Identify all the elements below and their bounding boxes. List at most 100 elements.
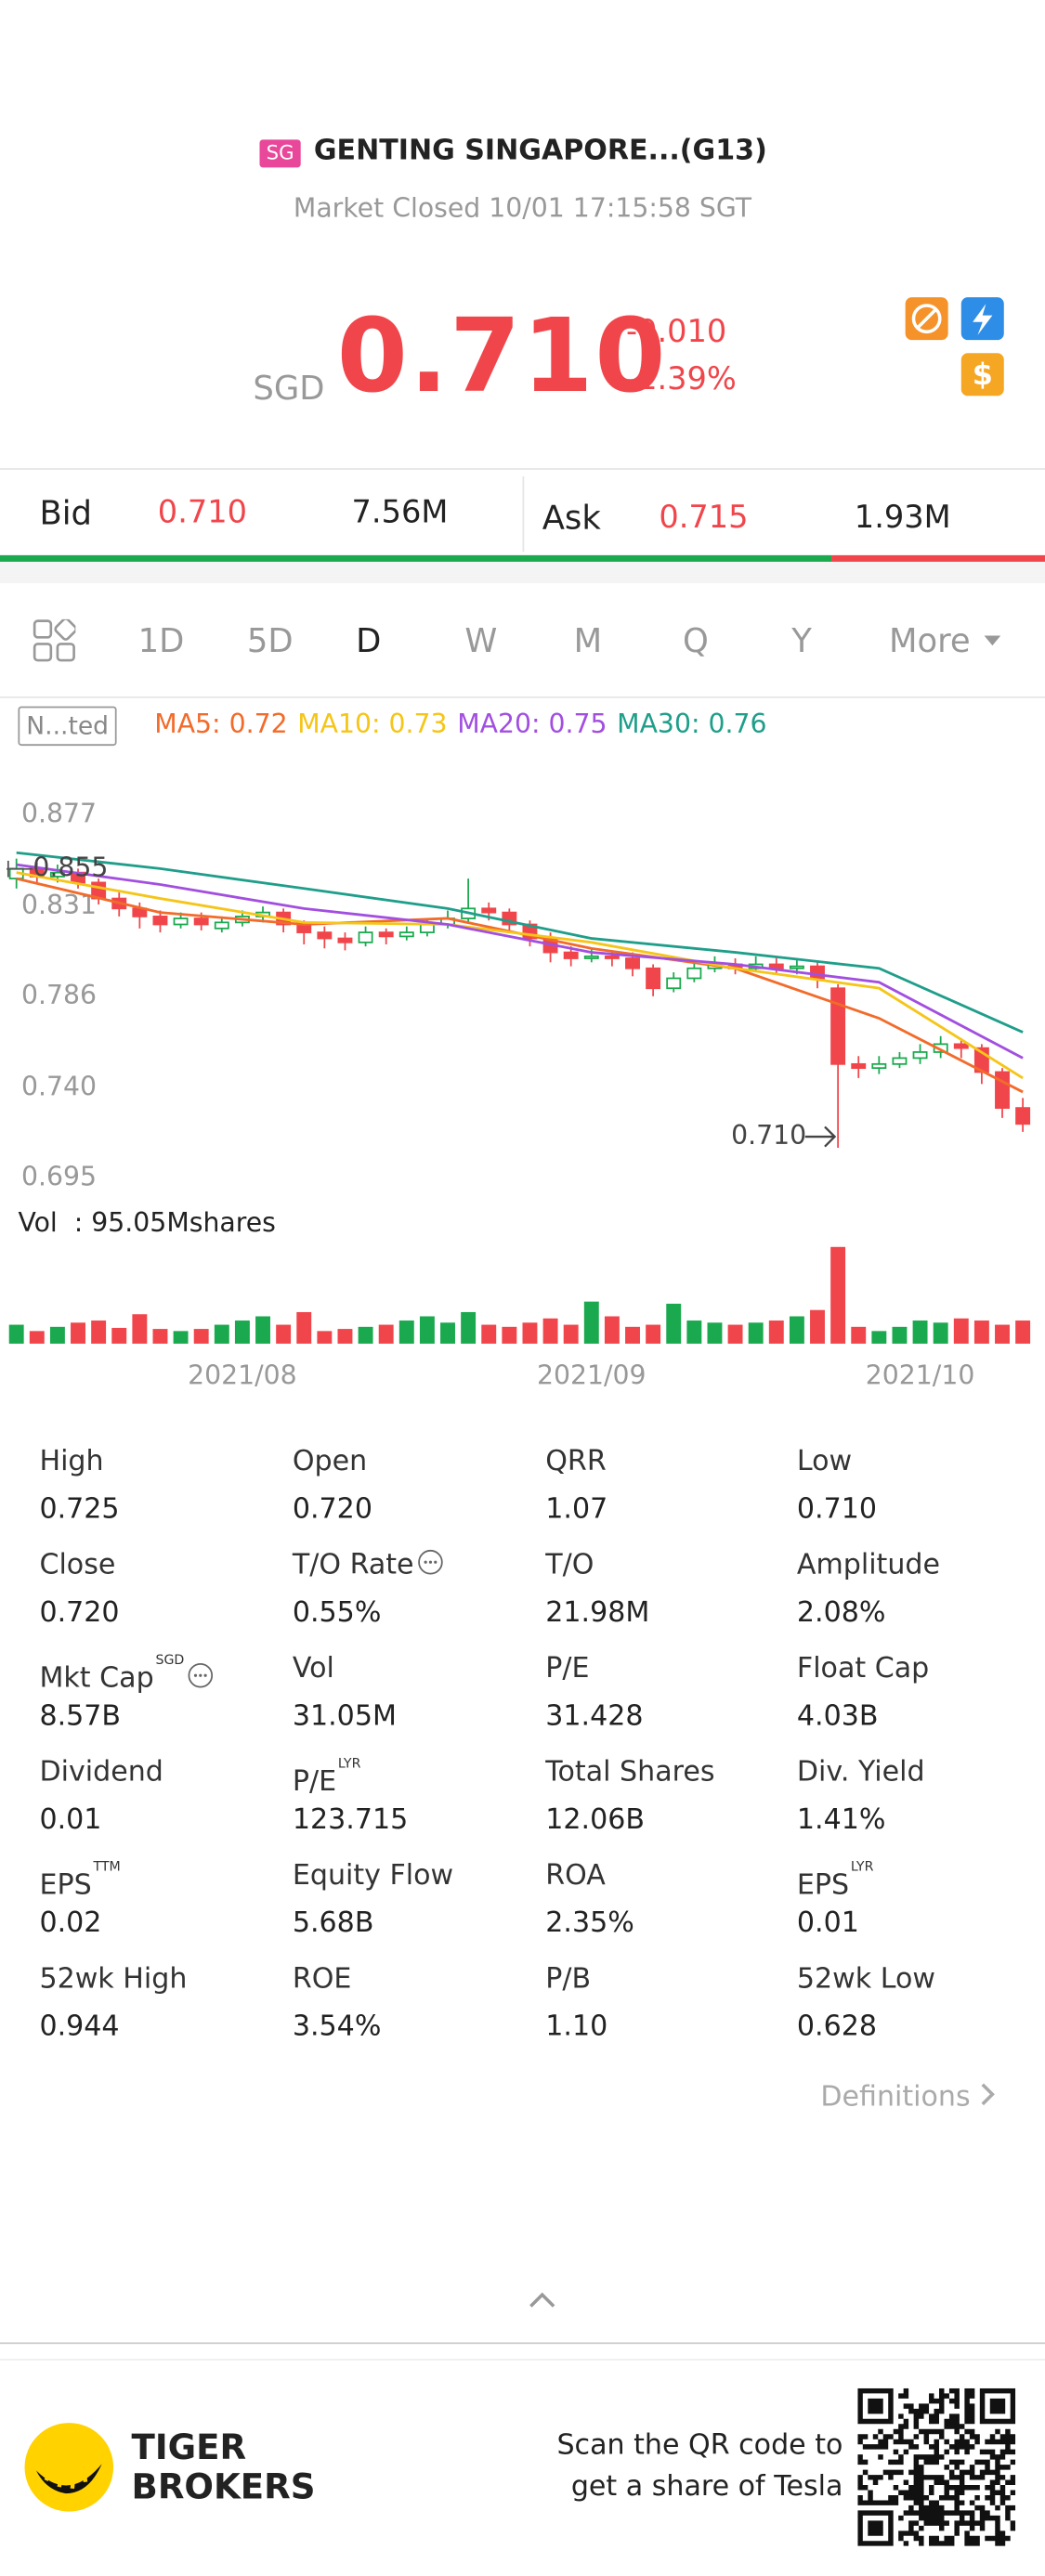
candle-body xyxy=(830,987,846,1065)
volume-bar xyxy=(481,1324,497,1344)
stat-label-text: High xyxy=(39,1445,104,1478)
indicator-badge[interactable]: N...ted xyxy=(18,706,117,747)
stat-label-text: P/E xyxy=(545,1652,590,1685)
tab[interactable]: Y xyxy=(791,620,812,661)
divider xyxy=(0,468,1045,470)
collapse-icon[interactable] xyxy=(526,2290,558,2309)
volume-bar xyxy=(810,1309,825,1344)
icon xyxy=(54,618,76,641)
info-dot xyxy=(424,1560,427,1564)
candle-body xyxy=(358,931,373,943)
info-icon[interactable] xyxy=(417,1549,443,1575)
volume-bar xyxy=(358,1326,373,1344)
separator xyxy=(522,475,525,553)
stat-label-text: Open xyxy=(292,1445,368,1478)
stat-value: 0.01 xyxy=(39,1803,102,1837)
volume-bar xyxy=(214,1324,229,1344)
stat-value: 2.35% xyxy=(545,1906,634,1941)
tab[interactable]: W xyxy=(464,620,498,661)
tab[interactable]: Q xyxy=(682,620,709,661)
change-percent: -1.39% xyxy=(625,361,737,398)
info-icon[interactable] xyxy=(188,1662,214,1688)
x-tick-label: 2021/09 xyxy=(537,1360,647,1390)
stat-label-text: Close xyxy=(39,1549,116,1582)
y-tick-label: 0.786 xyxy=(21,980,97,1010)
volume-bar xyxy=(337,1329,353,1344)
stat-label: Open xyxy=(293,1446,367,1478)
status-icons: $ xyxy=(905,297,1004,397)
icon xyxy=(973,304,993,335)
tab[interactable]: 5D xyxy=(246,620,294,661)
layout-icon[interactable] xyxy=(33,618,76,662)
annotation-low: 0.710 xyxy=(731,1120,806,1151)
icon xyxy=(911,304,942,334)
divider xyxy=(0,2342,1045,2345)
stat-label: Close xyxy=(39,1549,115,1581)
change: -0.010 xyxy=(625,313,727,350)
definitions[interactable]: Definitions xyxy=(820,2081,971,2114)
volume-bar xyxy=(49,1326,65,1344)
candle-body xyxy=(604,955,620,959)
volume-bar xyxy=(1015,1321,1031,1344)
stat-label: P/B xyxy=(545,1963,591,1996)
stat-label-text: EPS xyxy=(796,1868,850,1903)
brand: TIGER xyxy=(131,2427,247,2467)
logo-stripe xyxy=(44,2465,88,2490)
qr-modules xyxy=(857,2387,1016,2546)
stat-value: 3.54% xyxy=(292,2010,382,2044)
volume-bar xyxy=(542,1318,558,1344)
volume-bar xyxy=(604,1316,620,1344)
stat-sup: TTM xyxy=(93,1859,121,1875)
volume-bar xyxy=(851,1326,867,1344)
info-dot xyxy=(428,1560,432,1564)
volume-bar xyxy=(378,1324,394,1344)
stat-label-text: Equity Flow xyxy=(292,1859,454,1893)
icon xyxy=(33,643,53,662)
volume-bar xyxy=(666,1303,682,1344)
stat-value: 5.68B xyxy=(292,1906,374,1941)
bid-price: 0.710 xyxy=(157,494,248,531)
bid-label: Bid xyxy=(39,492,93,533)
candle-body xyxy=(337,937,353,943)
volume-bar xyxy=(193,1329,209,1344)
stat-label-text: QRR xyxy=(545,1445,607,1478)
volume-bar xyxy=(419,1316,435,1344)
ma-line xyxy=(16,863,1024,1060)
candle-body xyxy=(933,1043,948,1053)
tab[interactable]: 1D xyxy=(137,620,185,661)
logo-stripe xyxy=(35,2464,102,2494)
stat-label-text: 52wk Low xyxy=(796,1962,935,1997)
stat-label-text: Amplitude xyxy=(796,1549,941,1582)
stat-label: Equity Flow xyxy=(293,1859,453,1892)
candle-body xyxy=(666,977,682,990)
stat-label: Vol xyxy=(293,1652,334,1685)
ask-bar xyxy=(831,554,1045,562)
candle-body xyxy=(193,917,209,926)
chevron-path xyxy=(981,2083,995,2106)
ask-size: 1.93M xyxy=(854,499,951,536)
volume-bar xyxy=(91,1321,107,1344)
definitions-link[interactable]: Definitions xyxy=(820,2081,996,2114)
stat-value: 0.725 xyxy=(39,1492,120,1527)
stat-sup: SGD xyxy=(155,1652,185,1668)
promo-text: get a share of Tesla xyxy=(570,2470,843,2504)
volume-bar xyxy=(830,1246,846,1344)
candle-body xyxy=(789,965,804,969)
tab[interactable]: More xyxy=(888,620,971,661)
legend: MA5: 0.72 MA10: 0.73 MA20: 0.75 MA30: 0.76 xyxy=(154,708,777,739)
ma-line xyxy=(16,871,1024,1080)
tab[interactable]: M xyxy=(573,620,603,661)
bid-size: 7.56M xyxy=(351,494,449,531)
candle-body xyxy=(953,1043,969,1049)
tab[interactable]: D xyxy=(356,620,382,661)
candle-body xyxy=(646,967,661,990)
candle-body xyxy=(49,871,65,878)
stat-value: 0.720 xyxy=(39,1596,120,1630)
stat-label: Total Shares xyxy=(545,1756,714,1789)
volume-bar xyxy=(111,1327,127,1344)
tiger-logo xyxy=(24,2423,114,2512)
stat-value: 0.55% xyxy=(292,1596,382,1630)
dropdown-arrow xyxy=(984,635,1001,646)
